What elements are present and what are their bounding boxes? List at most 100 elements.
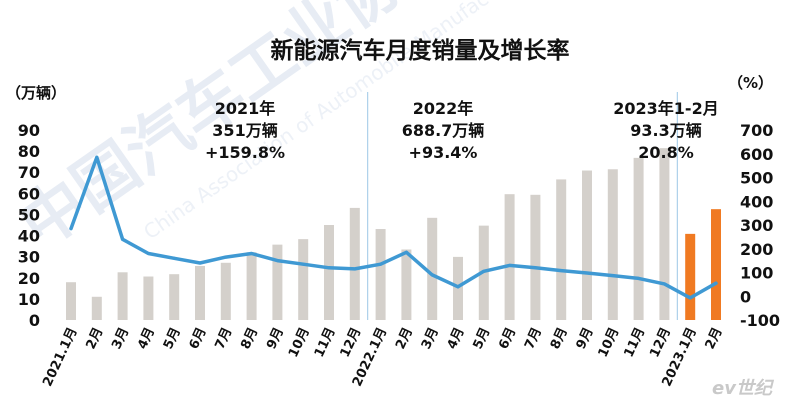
x-tick-label: 10月	[596, 325, 623, 360]
line-layer	[69, 155, 718, 300]
line-point	[404, 250, 408, 254]
x-tick-label: 3月	[109, 325, 132, 351]
x-tick-label: 5月	[471, 325, 494, 351]
line-point	[688, 296, 692, 300]
x-tick-label: 10月	[286, 325, 313, 360]
left-tick-label: 20	[18, 269, 40, 288]
annotation-line: 688.7万辆	[402, 121, 485, 140]
right-tick-label: 600	[740, 145, 773, 164]
line-point	[559, 269, 563, 273]
bar	[298, 239, 309, 320]
line-point	[69, 227, 73, 231]
annotation-layer: 2021年 351万辆 +159.8% 2022年 688.7万辆 +93.4% 2023年…	[205, 99, 719, 162]
line-point	[224, 255, 228, 259]
left-tick-label: 70	[18, 163, 40, 182]
bar	[427, 217, 438, 320]
bar	[117, 272, 128, 320]
growth-rate-line	[69, 155, 718, 300]
right-tick-label: 100	[740, 264, 773, 283]
bars-layer	[66, 148, 721, 320]
right-axis-unit: （%）	[728, 74, 773, 92]
axes-layer: 0 10 20 30 40 50 60 70 80 90 -100 0 100 200 300 400 500 6…	[18, 121, 780, 330]
bar	[711, 209, 721, 320]
chart-title: 新能源汽车月度销量及增长率	[271, 37, 570, 64]
line-point	[327, 266, 331, 270]
x-tick-label: 12月	[338, 325, 365, 360]
bar	[375, 229, 386, 320]
bar	[582, 170, 592, 320]
line-point	[662, 282, 666, 286]
x-tick-label: 8月	[238, 325, 261, 351]
x-tick-label: 5月	[161, 325, 184, 351]
line-point	[482, 269, 486, 273]
left-tick-label: 0	[29, 311, 40, 330]
right-tick-label: 400	[740, 192, 773, 211]
bar	[401, 249, 412, 320]
x-tick-label: 8月	[548, 325, 571, 351]
x-tick-label: 11月	[312, 325, 339, 360]
bar	[220, 262, 231, 320]
annotation-line: 2021年	[215, 99, 276, 118]
x-tick-label: 9月	[264, 325, 287, 351]
bar	[143, 276, 154, 320]
left-tick-label: 90	[18, 121, 40, 140]
x-tick-label: 4月	[445, 325, 468, 351]
x-tick-label: 3月	[419, 325, 442, 351]
x-tick-label: 11月	[621, 325, 648, 360]
divider-layer	[367, 92, 678, 320]
bar	[91, 296, 102, 320]
bar	[504, 194, 515, 320]
line-point	[637, 276, 641, 280]
bar	[272, 244, 283, 320]
x-tick-label: 4月	[135, 325, 158, 351]
bar	[556, 179, 567, 320]
line-point	[585, 271, 589, 275]
bar	[685, 233, 696, 320]
bar	[530, 194, 541, 320]
annotation-line: +93.4%	[409, 143, 478, 162]
bar	[324, 225, 334, 320]
line-point	[714, 281, 718, 285]
right-tick-label: -100	[740, 311, 780, 330]
right-tick-label: 500	[740, 169, 773, 188]
line-point	[508, 263, 512, 267]
x-tick-label: 7月	[213, 325, 236, 351]
bar	[349, 207, 360, 320]
line-point	[121, 237, 125, 241]
line-point	[146, 252, 150, 255]
right-tick-label: 0	[740, 287, 751, 306]
left-tick-label: 60	[18, 184, 40, 203]
bar	[195, 265, 205, 320]
bar	[633, 157, 644, 320]
x-tick-label: 12月	[647, 325, 674, 360]
x-tick-label: 7月	[522, 325, 545, 351]
annotation-line: 93.3万辆	[630, 121, 701, 140]
line-point	[430, 273, 434, 277]
line-point	[275, 259, 279, 263]
bar	[169, 274, 180, 320]
bar	[607, 169, 618, 320]
line-point	[456, 285, 460, 289]
line-point	[353, 267, 357, 271]
bar	[246, 252, 257, 320]
line-point	[379, 262, 383, 266]
x-tick-label: 9月	[574, 325, 597, 351]
x-tick-label: 2月	[393, 325, 416, 351]
line-point	[95, 155, 99, 159]
right-tick-label: 200	[740, 240, 773, 259]
x-tick-label: 6月	[496, 325, 519, 351]
x-tick-label: 2月	[84, 325, 107, 351]
left-tick-label: 50	[18, 205, 40, 224]
annotation-line: 2023年1-2月	[613, 99, 718, 118]
x-tick-label: 2021.1月	[40, 325, 80, 389]
line-point	[301, 262, 305, 266]
annotation-line: 20.8%	[638, 143, 694, 162]
line-point	[198, 261, 202, 265]
logo-layer: ev世纪	[712, 378, 775, 399]
ev-logo: ev世纪	[712, 378, 775, 399]
line-point	[533, 266, 537, 270]
x-tick-label: 6月	[187, 325, 210, 351]
